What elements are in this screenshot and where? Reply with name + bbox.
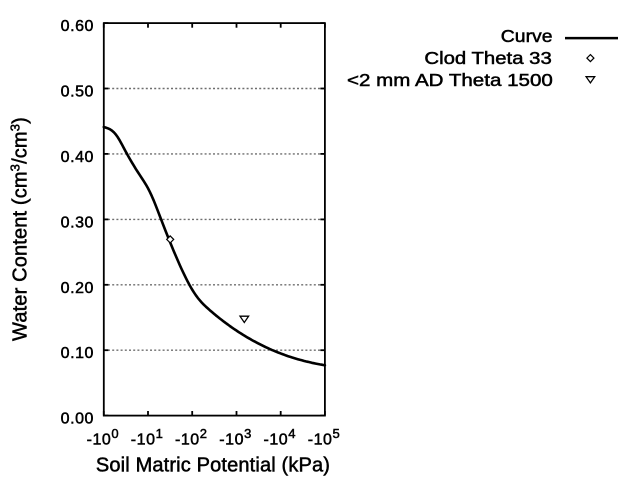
svg-text:Soil Matric Potential (kPa): Soil Matric Potential (kPa) — [96, 455, 330, 477]
svg-text:0.20: 0.20 — [61, 280, 94, 297]
svg-text:-101: -101 — [131, 426, 163, 449]
svg-text:0.30: 0.30 — [61, 214, 94, 231]
svg-text:-104: -104 — [263, 426, 295, 449]
svg-text:0.40: 0.40 — [61, 149, 94, 166]
svg-text:0.50: 0.50 — [61, 84, 94, 101]
svg-text:Clod Theta 33: Clod Theta 33 — [424, 48, 551, 68]
svg-text:-103: -103 — [219, 426, 251, 449]
svg-text:Water Content (cm3/cm3): Water Content (cm3/cm3) — [7, 117, 31, 341]
svg-text:0.00: 0.00 — [61, 411, 94, 428]
svg-text:0.10: 0.10 — [61, 345, 94, 362]
svg-text:0.60: 0.60 — [61, 18, 94, 35]
svg-text:-102: -102 — [175, 426, 207, 449]
svg-text:-100: -100 — [87, 426, 119, 449]
svg-text:<2 mm AD Theta 1500: <2 mm AD Theta 1500 — [347, 70, 553, 90]
svg-text:-105: -105 — [308, 426, 340, 449]
svg-text:Curve: Curve — [501, 26, 553, 46]
